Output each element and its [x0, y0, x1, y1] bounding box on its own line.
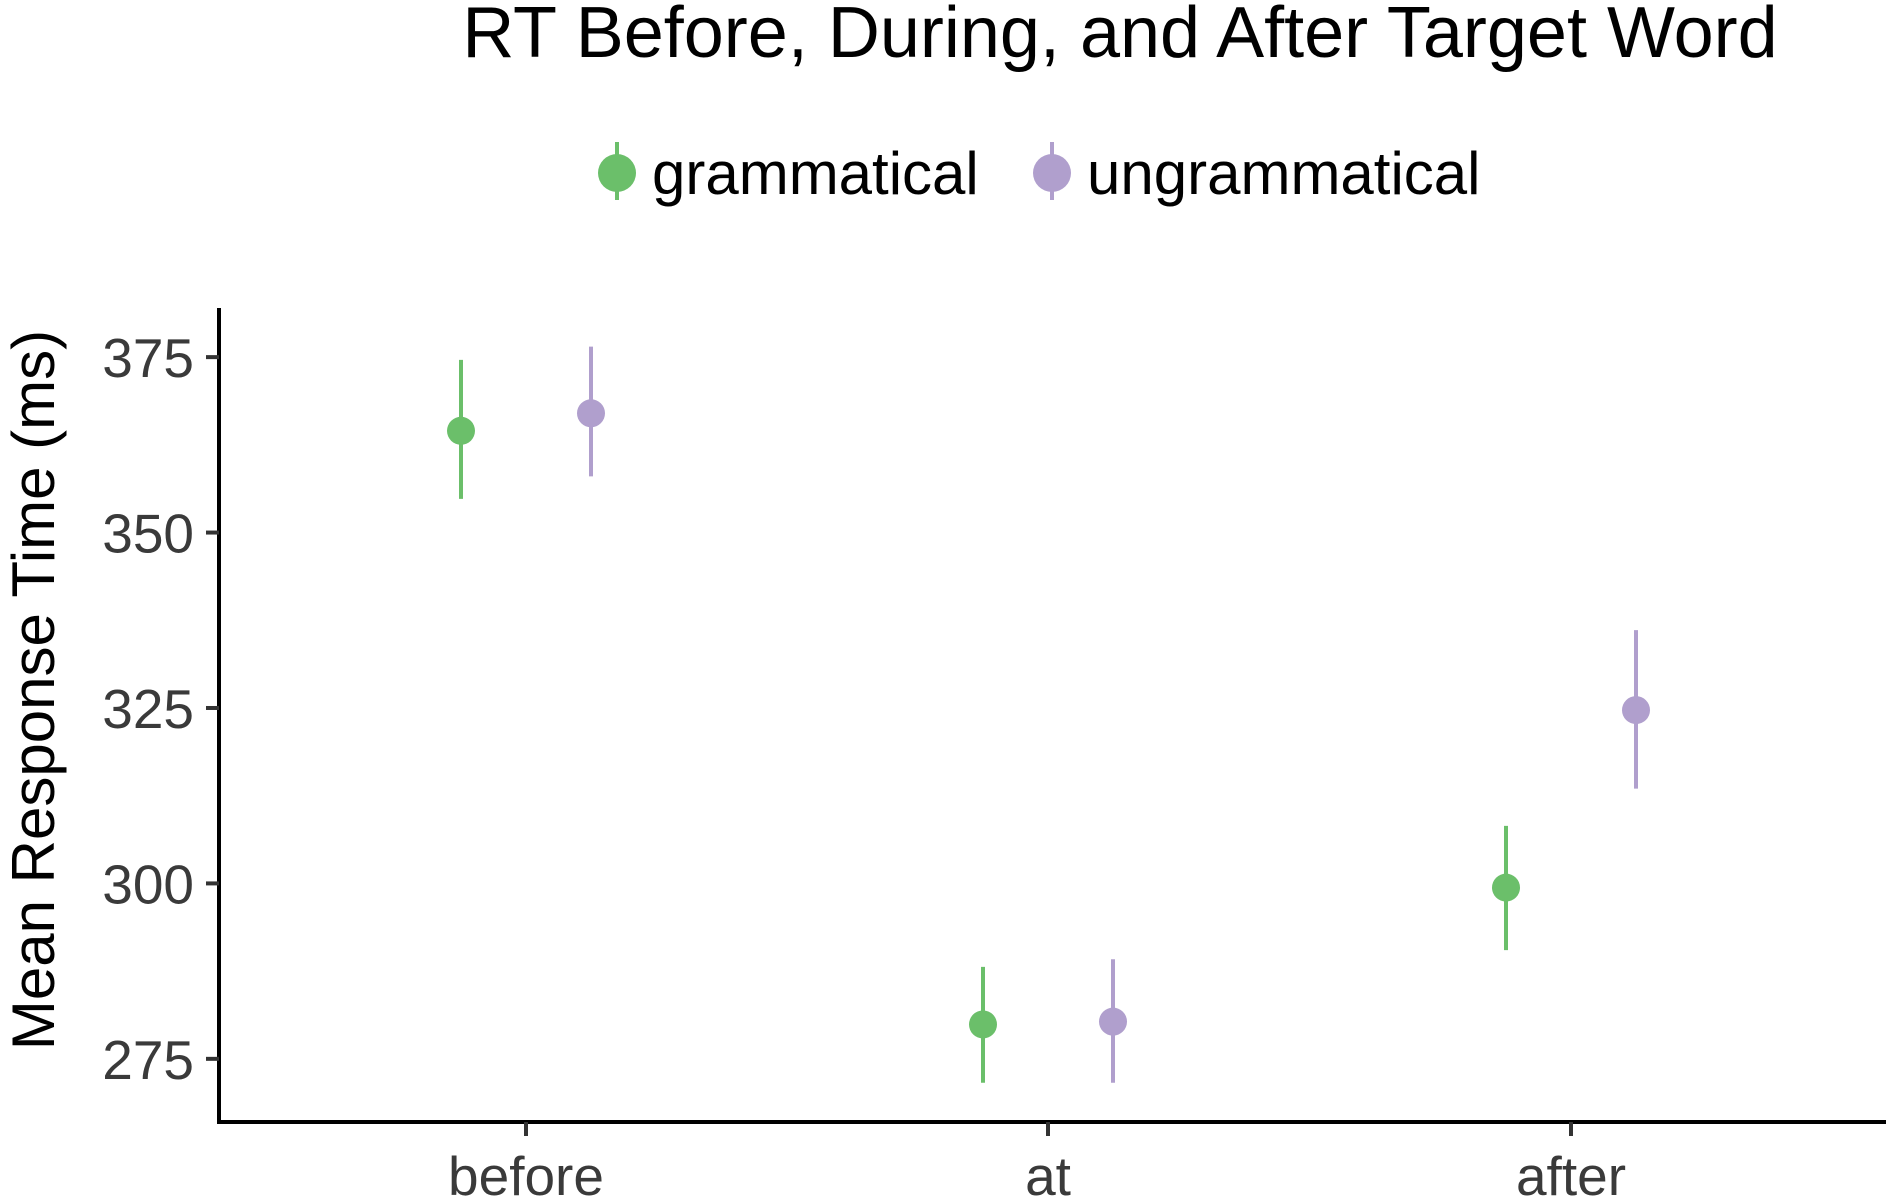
- legend-label-ungrammatical: ungrammatical: [1087, 140, 1481, 207]
- point-grammatical-after: [1492, 873, 1520, 902]
- x-tick-label: after: [1516, 1145, 1626, 1200]
- y-tick-label: 350: [102, 503, 194, 565]
- point-ungrammatical-at: [1099, 1007, 1127, 1036]
- point-grammatical-at: [969, 1010, 997, 1039]
- legend-key-grammatical-dot: [598, 154, 636, 192]
- point-ungrammatical-before: [577, 399, 605, 428]
- chart-title: RT Before, During, and After Target Word: [462, 0, 1777, 73]
- y-tick-label: 300: [102, 853, 194, 915]
- y-tick-label: 325: [102, 678, 194, 740]
- plot-marks: [447, 346, 1650, 1083]
- y-axis: 275 300 325 350 375: [102, 327, 219, 1091]
- y-tick-label: 375: [102, 327, 194, 389]
- y-axis-title: Mean Response Time (ms): [0, 330, 67, 1050]
- legend-label-grammatical: grammatical: [652, 140, 979, 207]
- x-tick-label: at: [1025, 1145, 1071, 1200]
- point-ungrammatical-after: [1622, 696, 1650, 725]
- legend: grammatical ungrammatical: [598, 140, 1481, 207]
- legend-key-ungrammatical-dot: [1033, 154, 1071, 192]
- x-axis: before at after: [448, 1122, 1626, 1200]
- point-grammatical-before: [447, 416, 475, 445]
- y-tick-label: 275: [102, 1029, 194, 1091]
- x-tick-label: before: [448, 1145, 604, 1200]
